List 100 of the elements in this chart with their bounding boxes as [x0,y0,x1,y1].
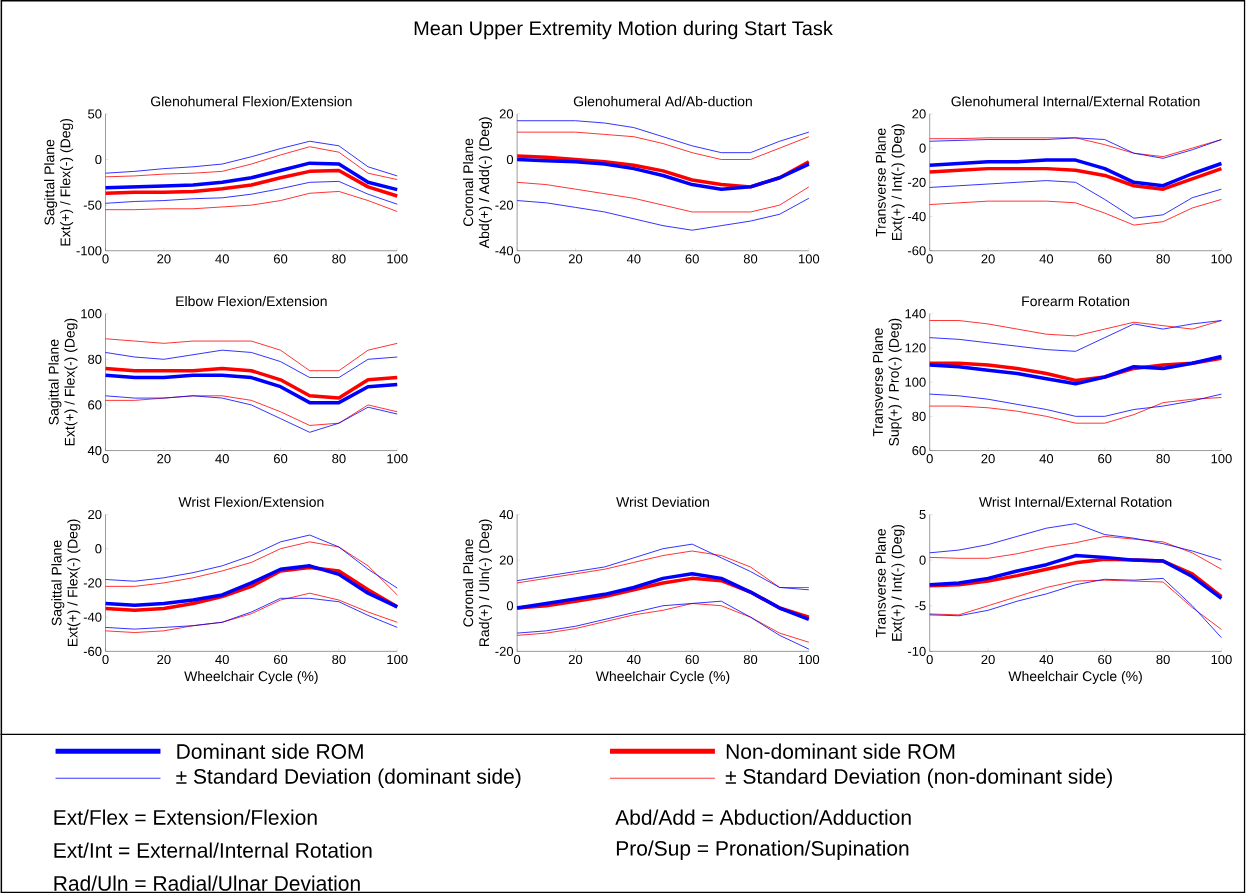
x-tick-label: 60 [1098,454,1112,464]
x-tick-label: 100 [1211,454,1232,464]
x-tick-label: 0 [102,454,109,464]
x-tick-label: 60 [1098,254,1112,264]
y-tick-label: -50 [83,200,102,210]
line-series [929,397,1222,424]
x-tick-label: 40 [1039,654,1054,665]
y-axis-title: Ext(+) / Flex(-) (Deg) [60,118,74,246]
y-tick-label: 60 [88,400,102,410]
y-tick-label: -20 [495,200,514,210]
y-axis-title: Rad(+) / Uln(-) (Deg) [478,519,492,647]
y-tick-label: -60 [907,246,926,256]
x-tick-label: 20 [157,654,171,665]
y-tick-label: -20 [907,177,926,187]
y-tick-label: 20 [912,109,926,119]
y-tick-label: 0 [506,601,514,611]
chart-title: Glenohumeral Ad/Ab-duction [573,96,752,107]
line-series [929,535,1222,570]
text: Abd/Add = Abduction/Adduction [615,809,911,825]
text: Transverse Plane [875,128,886,237]
line-series [929,579,1222,630]
y-axis-title: Ext(+) / Flex(-) (Deg) [67,519,81,647]
x-tick-label: 20 [568,654,583,665]
y-tick-label: -40 [83,612,102,622]
text: Rad/Uln = Radial/Ulnar Deviation [54,875,360,891]
x-tick-label: 40 [1039,454,1054,464]
x-tick-label: 40 [215,254,229,264]
y-tick-label: 100 [905,377,926,387]
x-tick-label: 60 [273,654,288,665]
y-tick-label: 5 [919,509,926,519]
legend-label: ± Standard Deviation (dominant side) [176,768,521,788]
x-tick-label: 60 [685,654,699,665]
y-tick-label: 50 [88,109,102,119]
line-series [929,320,1222,352]
x-tick-label: 100 [387,254,408,264]
y-tick-label: 80 [912,411,926,421]
x-tick-label: 100 [798,254,820,264]
text: Sagittal Plane [44,139,58,225]
y-axis-title: Sup(+) / Pro(-) (Deg) [888,318,902,446]
x-tick-label: 60 [685,254,699,264]
y-tick-label: 20 [88,509,102,520]
text: Ext/Int = External/Internal Rotation [54,842,372,858]
x-tick-label: 80 [1156,654,1170,665]
x-tick-label: 0 [926,254,933,264]
y-tick-label: 140 [905,309,926,319]
x-tick-label: 60 [273,454,288,464]
text: Coronal Plane [462,138,474,226]
y-tick-label: -100 [76,246,102,256]
text: Pro/Sup = Pronation/Supination [616,840,909,860]
x-tick-label: 40 [626,254,641,264]
x-tick-label: 80 [1156,454,1170,464]
x-tick-label: 100 [1211,654,1232,665]
x-tick-label: 80 [332,654,346,665]
line-series [927,158,1224,188]
chart-title: Forearm Rotation [1022,295,1130,307]
x-tick-label: 0 [926,454,933,464]
line-series [105,140,398,177]
line-series [105,180,398,205]
line-series [105,541,398,596]
text: Coronal Plane [462,539,474,627]
x-tick-label: 80 [332,254,346,264]
line-series [105,349,398,378]
chart-title: Wrist Deviation [616,496,709,507]
y-tick-label: 40 [87,445,102,456]
x-tick-label: 0 [926,654,933,665]
line-series [105,190,398,212]
x-axis-title: Wheelchair Cycle (%) [595,670,730,684]
text: Mean Upper Extremity Motion during Start Task [414,20,833,40]
line-series [516,197,810,231]
chart-title: Glenohumeral Internal/External Rotation [951,96,1200,107]
x-tick-label: 20 [157,454,171,464]
x-tick-label: 0 [102,254,109,264]
y-tick-label: 80 [88,354,102,364]
text: Transverse Plane [872,328,883,437]
y-tick-label: 0 [95,154,102,165]
y-tick-label: -60 [83,646,102,656]
line-series [516,550,810,588]
line-series [105,534,398,589]
x-tick-label: 0 [514,254,521,264]
x-tick-label: 40 [215,454,229,464]
x-tick-label: 60 [273,254,288,264]
line-series [929,393,1222,417]
y-tick-label: 20 [499,555,514,565]
chart-title: Wrist Internal/External Rotation [978,496,1172,507]
legend-label: Dominant side ROM [177,743,363,759]
line-series [105,146,398,180]
x-tick-label: 100 [798,654,820,665]
y-tick-label: -10 [907,646,926,656]
line-series [103,168,399,198]
y-tick-label: -40 [495,246,514,256]
x-axis-title: Wheelchair Cycle (%) [1008,670,1142,684]
x-tick-label: 20 [157,254,171,264]
x-tick-label: 0 [514,654,521,665]
y-tick-label: -20 [83,578,102,588]
x-tick-label: 100 [387,654,408,665]
x-tick-label: 40 [215,654,229,665]
x-tick-label: 40 [1039,254,1054,264]
x-tick-label: 80 [743,254,758,264]
x-tick-label: 20 [568,254,583,264]
x-tick-label: 100 [1211,254,1232,264]
